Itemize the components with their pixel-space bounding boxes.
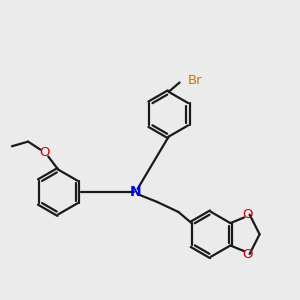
Text: O: O: [242, 248, 253, 261]
Text: Br: Br: [187, 74, 202, 86]
Text: O: O: [242, 208, 253, 221]
Text: N: N: [130, 185, 142, 199]
Text: O: O: [39, 146, 50, 159]
